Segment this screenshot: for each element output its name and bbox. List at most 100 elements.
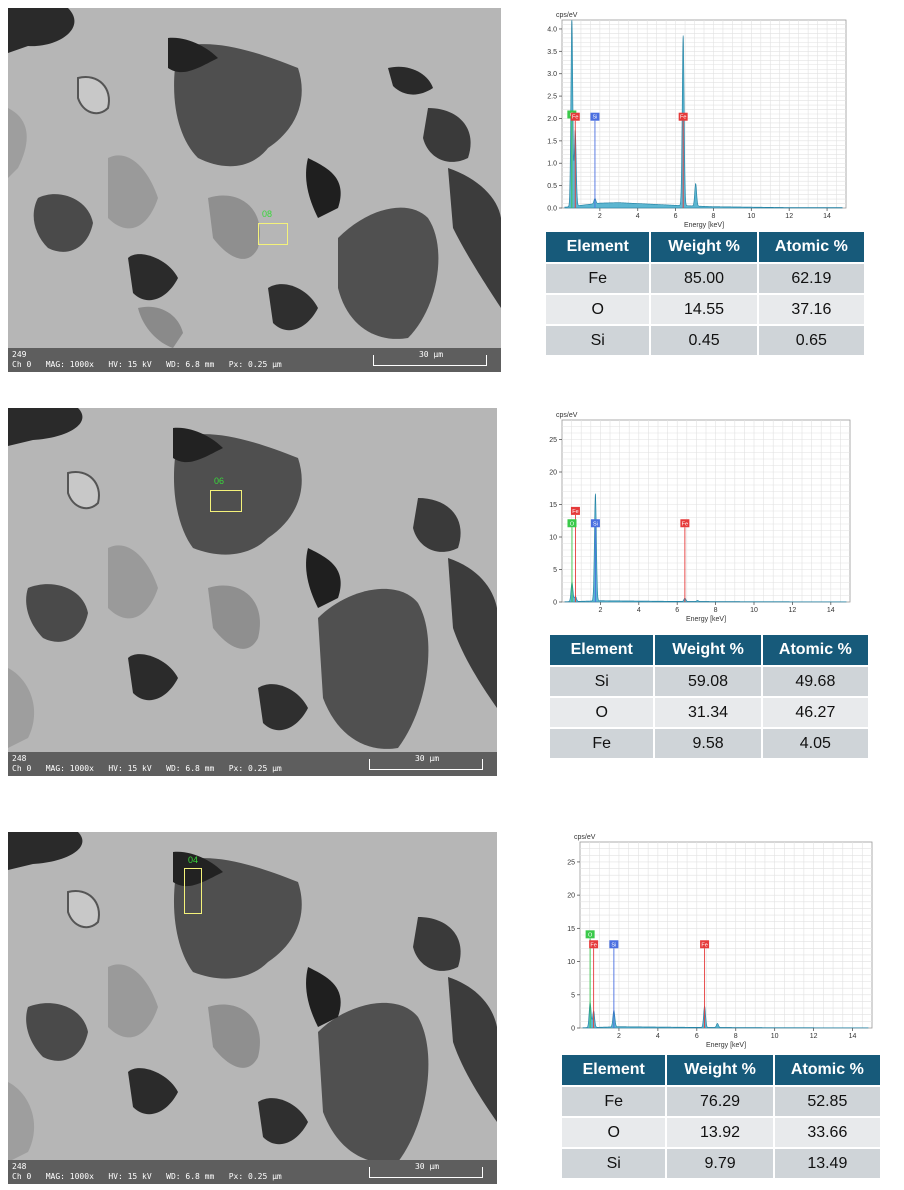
spectrum-series	[582, 1001, 869, 1029]
cell-weight: 14.55	[650, 293, 759, 325]
cell-atomic: 49.68	[761, 665, 868, 697]
cell-element: O	[546, 293, 652, 325]
analysis-region-box	[210, 490, 242, 512]
micrograph-texture	[8, 8, 501, 372]
analysis-region-label: 08	[262, 209, 273, 219]
composition-table: Element Weight % Atomic % Fe 76.29 52.85…	[562, 1055, 880, 1178]
cell-weight: 85.00	[650, 262, 759, 294]
sem-micrograph: 08 249 Ch 0 MAG: 1000x HV: 15 kV WD: 6.8…	[8, 8, 501, 372]
cell-weight: 76.29	[666, 1085, 775, 1117]
analysis-region-box	[258, 223, 288, 245]
cell-atomic: 62.19	[757, 262, 864, 294]
x-tick-label: 2	[598, 607, 602, 614]
scale-bar-label: 30 µm	[418, 350, 444, 359]
sem-micrograph: 04 248 Ch 0 MAG: 1000x HV: 15 kV WD: 6.8…	[8, 832, 497, 1184]
table-row: Fe 85.00 62.19	[546, 262, 864, 294]
table-row: Fe 76.29 52.85	[562, 1085, 880, 1117]
element-marker-box	[585, 930, 595, 939]
cell-weight: 9.79	[666, 1147, 775, 1178]
element-marker-label: Si	[592, 115, 597, 121]
y-tick-label: 0.5	[547, 183, 557, 190]
cell-element: Si	[562, 1147, 668, 1178]
element-marker-box	[700, 940, 710, 949]
y-tick-label: 10	[549, 535, 557, 542]
col-weight-header: Weight %	[666, 1055, 775, 1086]
cell-element: O	[550, 696, 656, 728]
col-weight-header: Weight %	[650, 232, 759, 263]
scale-bar	[373, 355, 487, 366]
table-row: Si 59.08 49.68	[550, 665, 868, 697]
micrograph-texture	[8, 832, 497, 1184]
eds-spectrum-chart: 0 5 10 15 20 25 2 4 6 8 10 12 14 cps/eV Energy [keV] O F…	[558, 830, 882, 1050]
analysis-region-label: 06	[214, 476, 225, 486]
y-tick-label: 4.0	[547, 26, 557, 33]
cell-atomic: 0.65	[757, 324, 864, 355]
y-tick-label: 2.0	[547, 116, 557, 123]
table-row: O 14.55 37.16	[546, 293, 864, 325]
cell-atomic: 46.27	[761, 696, 868, 728]
element-marker-label: Si	[611, 942, 616, 948]
y-tick-label: 3.0	[547, 71, 557, 78]
eds-spectrum-svg: 0 5 10 15 20 25 2 4 6 8 10 12 14 cps/eV Energy [keV] Fe…	[549, 412, 851, 623]
y-tick-label: 5	[553, 567, 557, 574]
y-tick-label: 20	[549, 470, 557, 477]
x-tick-label: 6	[675, 607, 679, 614]
element-marker-box	[570, 112, 580, 121]
col-element-header: Element	[546, 232, 652, 263]
col-weight-header: Weight %	[654, 635, 763, 666]
sem-info-bar: 248 Ch 0 MAG: 1000x HV: 15 kV WD: 6.8 mm…	[8, 1160, 497, 1184]
x-axis-label: Energy [keV]	[706, 1042, 746, 1049]
analysis-panel-1: 08 249 Ch 0 MAG: 1000x HV: 15 kV WD: 6.8…	[0, 0, 904, 380]
scale-bar	[369, 1167, 483, 1178]
y-tick-label: 15	[549, 502, 557, 509]
x-tick-label: 8	[712, 213, 716, 220]
eds-spectrum-svg: 0.0 0.5 1.0 1.5 2.0 2.5 3.0 3.5 4.0 2 4 6 8 10 12 14 cps…	[547, 12, 847, 229]
cell-atomic: 52.85	[773, 1085, 880, 1117]
scale-bar	[369, 759, 483, 770]
y-tick-label: 15	[567, 926, 575, 933]
scale-bar-label: 30 µm	[414, 1162, 440, 1171]
spectrum-series	[564, 493, 847, 603]
element-marker-label: Fe	[682, 521, 688, 527]
element-marker-label: O	[588, 932, 593, 938]
x-tick-label: 12	[785, 213, 793, 220]
element-marker-label: Fe	[680, 115, 686, 121]
spectrum-series	[564, 19, 843, 209]
x-tick-label: 12	[789, 607, 797, 614]
analysis-panel-3: 04 248 Ch 0 MAG: 1000x HV: 15 kV WD: 6.8…	[0, 830, 904, 1190]
eds-spectrum-chart: 0 5 10 15 20 25 2 4 6 8 10 12 14 cps/eV Energy [keV] Fe…	[540, 408, 860, 624]
cell-weight: 31.34	[654, 696, 763, 728]
element-marker-label: Fe	[701, 942, 707, 948]
y-tick-label: 1.5	[547, 138, 557, 145]
cell-weight: 0.45	[650, 324, 759, 355]
acquisition-params: Ch 0 MAG: 1000x HV: 15 kV WD: 6.8 mm Px:…	[12, 764, 282, 773]
cell-element: O	[562, 1116, 668, 1148]
cell-element: Si	[546, 324, 652, 355]
y-tick-label: 10	[567, 959, 575, 966]
x-tick-label: 10	[747, 213, 755, 220]
col-atomic-header: Atomic %	[757, 232, 864, 263]
element-marker-box	[570, 506, 580, 515]
cell-element: Fe	[562, 1085, 668, 1117]
table-row: Fe 9.58 4.05	[550, 727, 868, 758]
x-tick-label: 4	[636, 213, 640, 220]
cell-element: Si	[550, 665, 656, 697]
element-marker-label: Fe	[590, 942, 596, 948]
element-marker-box	[609, 940, 619, 949]
x-tick-label: 10	[750, 607, 758, 614]
image-number: 248	[12, 1162, 27, 1171]
sem-info-bar: 249 Ch 0 MAG: 1000x HV: 15 kV WD: 6.8 mm…	[8, 348, 501, 372]
table-header-row: Element Weight % Atomic %	[562, 1055, 880, 1086]
x-tick-label: 12	[810, 1033, 818, 1040]
sem-micrograph: 06 248 Ch 0 MAG: 1000x HV: 15 kV WD: 6.8…	[8, 408, 497, 776]
element-marker-box	[678, 112, 688, 121]
table-header-row: Element Weight % Atomic %	[550, 635, 868, 666]
x-axis-label: Energy [keV]	[684, 222, 724, 229]
cell-atomic: 13.49	[773, 1147, 880, 1178]
x-tick-label: 4	[656, 1033, 660, 1040]
composition-table: Element Weight % Atomic % Si 59.08 49.68…	[550, 635, 868, 758]
x-tick-label: 14	[849, 1033, 857, 1040]
scale-bar-label: 30 µm	[414, 754, 440, 763]
x-tick-label: 6	[695, 1033, 699, 1040]
